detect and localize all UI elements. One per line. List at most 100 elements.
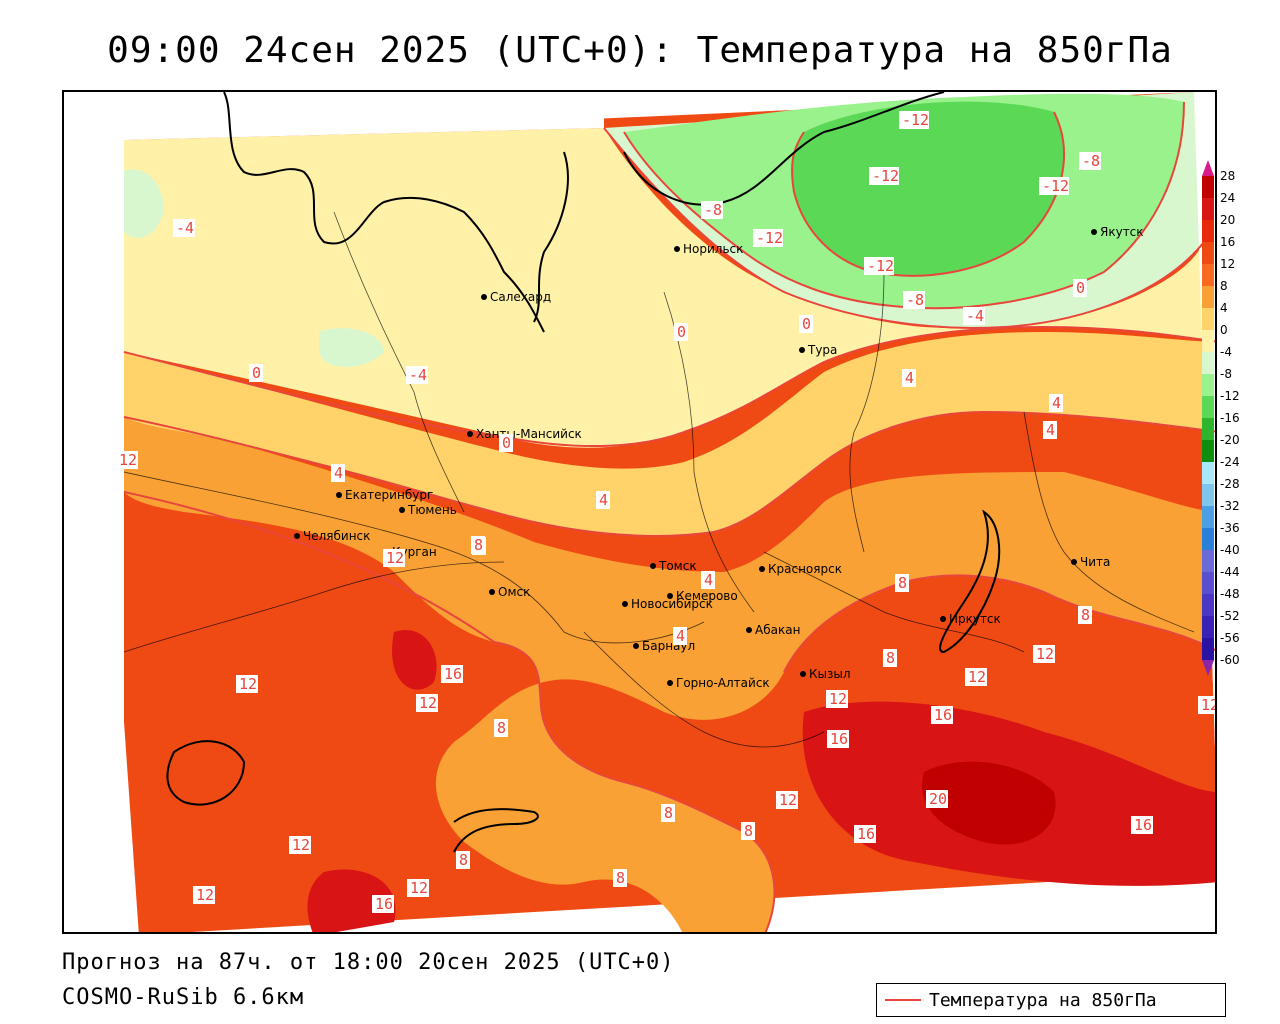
contour-label-bg <box>116 451 138 469</box>
colorbar-segment <box>1202 638 1214 660</box>
contour-label: 12 <box>968 668 986 686</box>
contour-label-bg <box>456 851 470 869</box>
zone-plus16-c <box>307 869 396 932</box>
colorbar-tick-label: 8 <box>1220 279 1228 293</box>
lake-balkhash <box>453 808 539 853</box>
contour-label-bg <box>864 257 894 275</box>
city-dot <box>667 593 673 599</box>
colorbar-tick-label: -32 <box>1220 499 1240 513</box>
contour-label-bg <box>661 804 675 822</box>
city-label: Горно-Алтайск <box>676 676 770 690</box>
colorbar-segment <box>1202 330 1214 352</box>
contour-label: -12 <box>902 111 929 129</box>
contour-label-bg <box>931 706 953 724</box>
contour-label: 8 <box>459 851 468 869</box>
contour-label-bg <box>499 434 513 452</box>
contour-label: 4 <box>704 571 713 589</box>
contour-label: 12 <box>119 451 137 469</box>
colorbar-segment <box>1202 264 1214 286</box>
contour-label: 8 <box>898 574 907 592</box>
contour-label: 16 <box>444 665 462 683</box>
colorbar-tick-label: -4 <box>1220 345 1232 359</box>
contour-label-bg <box>965 668 987 686</box>
contour-label: 12 <box>239 675 257 693</box>
contour-label: 0 <box>677 323 686 341</box>
colorbar-segment <box>1202 506 1214 528</box>
city-label: Чита <box>1080 555 1110 569</box>
colorbar-tick-label: -20 <box>1220 433 1240 447</box>
city-label: Красноярск <box>768 562 842 576</box>
contour-label: 8 <box>664 804 673 822</box>
forecast-line: Прогноз на 87ч. от 18:00 20сен 2025 (UTC… <box>62 950 675 975</box>
contour-label: 12 <box>410 879 428 897</box>
contour-zero-line <box>123 325 1215 448</box>
colorbar-max-arrow <box>1202 160 1214 176</box>
city-label: Кемерово <box>676 589 738 603</box>
contour-label-bg <box>926 790 948 808</box>
outside-domain-sw <box>64 722 139 932</box>
colorbar-tick-label: 16 <box>1220 235 1235 249</box>
colorbar-tick-label: -8 <box>1220 367 1232 381</box>
city-layer: Салехард Норильск Якутск Тура Ханты-Мансийск… <box>294 225 1144 690</box>
colorbar-tick-label: -40 <box>1220 543 1240 557</box>
contour-label: -8 <box>704 201 722 219</box>
contour-label: -4 <box>409 366 427 384</box>
zone-zero <box>124 128 1214 448</box>
contour-plus4-line <box>123 410 1215 537</box>
contour-label-bg <box>854 825 876 843</box>
city-dot <box>467 431 473 437</box>
city-dot <box>799 347 805 353</box>
contour-label-bg <box>1131 816 1153 834</box>
contour-label: 12 <box>292 836 310 854</box>
colorbar-tick-label: -16 <box>1220 411 1240 425</box>
contour-label-bg <box>613 869 627 887</box>
contour-label: 12 <box>1201 696 1217 714</box>
colorbar-tick-label: 28 <box>1220 169 1235 183</box>
colorbar-segment <box>1202 308 1214 330</box>
colorbar-segment <box>1202 374 1214 396</box>
coastline-yamal <box>223 92 545 333</box>
city-label: Тюмень <box>407 503 457 517</box>
contour-label: 0 <box>502 434 511 452</box>
zone-minus4-west-b <box>319 328 384 367</box>
city-label: Барнаул <box>642 639 695 653</box>
contour-label: 0 <box>802 315 811 333</box>
colorbar-segment <box>1202 220 1214 242</box>
contour-label-bg <box>1043 421 1057 439</box>
colorbar-segment <box>1202 616 1214 638</box>
temperature-map: Салехард Норильск Якутск Тура Ханты-Мансийск… <box>64 92 1217 932</box>
contour-label: 4 <box>1052 394 1061 412</box>
city-label: Салехард <box>490 290 551 304</box>
contour-label: 8 <box>886 649 895 667</box>
city-label: Норильск <box>683 242 743 256</box>
city-label: Кызыл <box>809 667 851 681</box>
zone-plus8 <box>124 410 1215 932</box>
city-dot <box>940 616 946 622</box>
map-area[interactable]: Салехард Норильск Якутск Тура Ханты-Мансийск… <box>62 90 1217 934</box>
contour-label-bg <box>1079 152 1101 170</box>
outside-domain-nw <box>64 92 604 140</box>
legend: Температура на 850гПа <box>876 983 1226 1017</box>
colorbar-segment <box>1202 484 1214 506</box>
contour-label-bg <box>1073 279 1087 297</box>
city-dot <box>667 680 673 686</box>
admin-borders <box>123 211 1195 748</box>
contour-label-layer: -12-12-12-12-12-8-8-8-4-4-40000044444444… <box>116 111 1217 913</box>
contour-label-bg <box>1039 177 1069 195</box>
contour-label-bg <box>1049 394 1063 412</box>
zone-minus12 <box>792 101 1064 276</box>
city-label: Новосибирск <box>631 597 713 611</box>
colorbar-segment <box>1202 440 1214 462</box>
contour-label: -8 <box>906 291 924 309</box>
contour-label: 16 <box>1134 816 1152 834</box>
colorbar-segment <box>1202 176 1214 198</box>
colorbar-tick-label: 20 <box>1220 213 1235 227</box>
city-label: Томск <box>658 559 697 573</box>
contour-label-bg <box>494 719 508 737</box>
contour-label: 16 <box>934 706 952 724</box>
colorbar-segment <box>1202 572 1214 594</box>
colorbar-segment <box>1202 418 1214 440</box>
contour-label: 4 <box>599 491 608 509</box>
city-label: Иркутск <box>949 612 1001 626</box>
contour-label-bg <box>372 895 394 913</box>
